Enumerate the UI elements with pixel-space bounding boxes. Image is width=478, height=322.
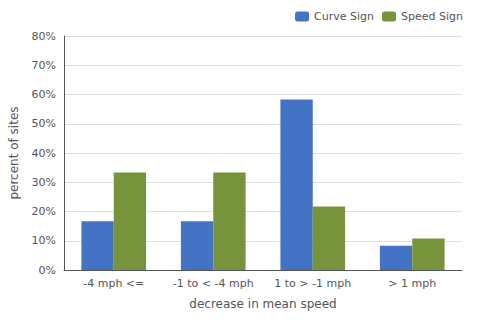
svg-text:Curve Sign: Curve Sign — [314, 10, 374, 23]
svg-text:20%: 20% — [32, 205, 56, 218]
svg-text:50%: 50% — [32, 117, 56, 130]
svg-text:40%: 40% — [32, 147, 56, 160]
svg-text:10%: 10% — [32, 234, 56, 247]
svg-text:-4 mph <=: -4 mph <= — [83, 277, 144, 290]
svg-text:60%: 60% — [32, 88, 56, 101]
svg-text:30%: 30% — [32, 176, 56, 189]
svg-text:0%: 0% — [39, 264, 56, 277]
svg-text:-1 to < -4 mph: -1 to < -4 mph — [173, 277, 254, 290]
svg-text:decrease in mean speed: decrease in mean speed — [189, 297, 336, 311]
svg-text:Speed Sign: Speed Sign — [401, 10, 463, 23]
svg-text:percent of sites: percent of sites — [7, 106, 21, 199]
svg-text:1 to > -1 mph: 1 to > -1 mph — [274, 277, 351, 290]
svg-text:80%: 80% — [32, 30, 56, 43]
svg-text:70%: 70% — [32, 59, 56, 72]
svg-text:> 1 mph: > 1 mph — [388, 277, 436, 290]
